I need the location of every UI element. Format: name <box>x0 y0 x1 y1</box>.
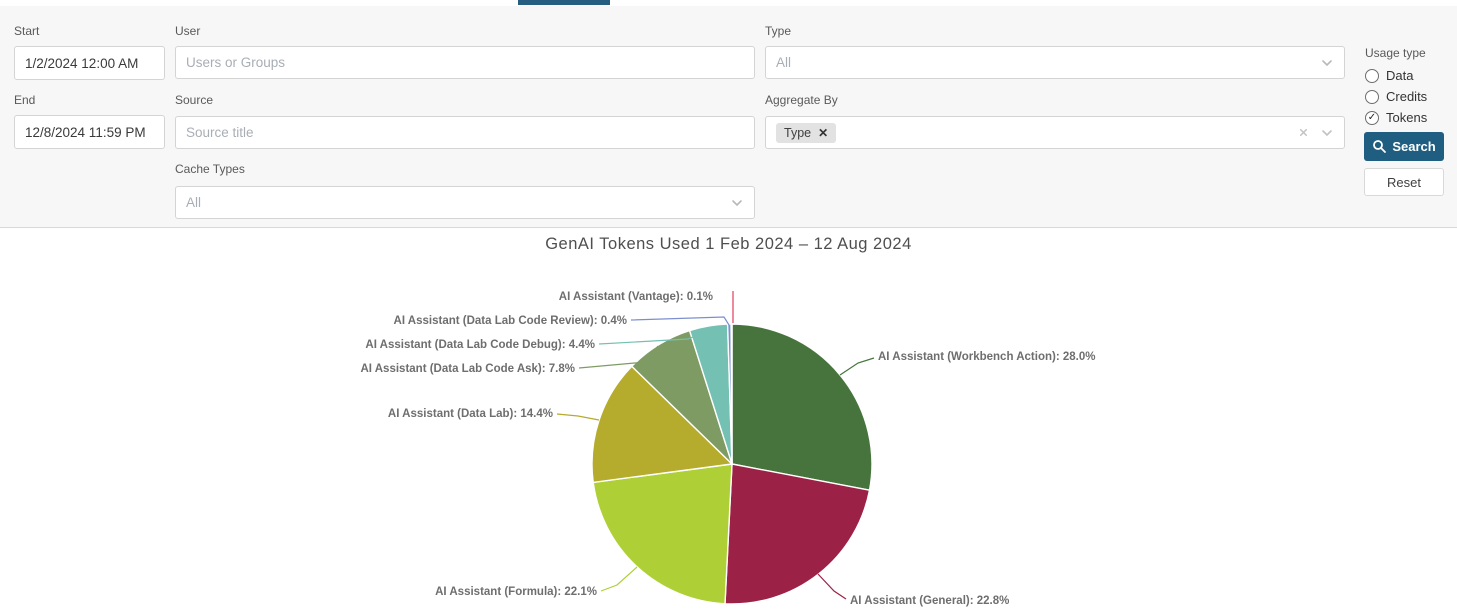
chevron-down-icon[interactable] <box>1320 56 1334 70</box>
end-date-field <box>14 115 165 149</box>
slice-label-3: AI Assistant (Data Lab): 14.4% <box>388 408 553 420</box>
leader-line-2 <box>600 566 638 592</box>
aggregate-by-label: Aggregate By <box>765 93 838 107</box>
usage-type-radio-group: Data Credits ✓ Tokens <box>1365 65 1427 128</box>
type-value: All <box>776 55 792 70</box>
chart-area: GenAI Tokens Used 1 Feb 2024 – 12 Aug 20… <box>0 229 1457 610</box>
cache-types-label: Cache Types <box>175 162 245 176</box>
active-tab-indicator[interactable] <box>518 0 610 5</box>
radio-label: Credits <box>1386 89 1428 104</box>
slice-label-5: AI Assistant (Data Lab Code Debug): 4.4% <box>365 339 595 351</box>
radio-checked-icon[interactable]: ✓ <box>1365 110 1379 125</box>
pie-slice-0[interactable] <box>731 323 873 492</box>
source-label: Source <box>175 93 214 107</box>
slice-label-1: AI Assistant (General): 22.8% <box>850 595 1009 607</box>
chart-title: GenAI Tokens Used 1 Feb 2024 – 12 Aug 20… <box>545 235 912 253</box>
slice-label-0: AI Assistant (Workbench Action): 28.0% <box>878 351 1095 363</box>
reset-button-label: Reset <box>1387 174 1421 190</box>
source-field <box>175 116 755 149</box>
search-icon <box>1373 140 1387 153</box>
source-input[interactable] <box>186 125 744 140</box>
user-field <box>175 46 755 79</box>
end-date-input[interactable] <box>25 124 154 140</box>
type-label: Type <box>765 24 792 38</box>
start-date-field <box>14 46 165 80</box>
usage-type-label: Usage type <box>1365 46 1426 60</box>
user-label: User <box>175 24 201 38</box>
radio-unchecked-icon[interactable] <box>1365 89 1379 104</box>
search-button[interactable]: Search <box>1364 132 1444 161</box>
filter-panel: Start End User Source Cache Types All Ty… <box>0 6 1457 228</box>
search-button-label: Search <box>1392 139 1436 154</box>
chevron-down-icon[interactable] <box>1320 126 1334 140</box>
aggregate-by-tag: Type ✕ <box>776 122 837 143</box>
radio-label: Data <box>1386 68 1414 83</box>
radio-label: Tokens <box>1386 110 1428 125</box>
chevron-down-icon[interactable] <box>730 196 744 210</box>
pie-slice-3[interactable] <box>591 365 734 484</box>
cache-types-dropdown[interactable]: All <box>175 186 755 219</box>
slice-label-6: AI Assistant (Data Lab Code Review): 0.4… <box>394 315 627 327</box>
type-dropdown[interactable]: All <box>765 46 1345 79</box>
leader-line-0 <box>839 357 875 376</box>
end-label: End <box>14 93 36 107</box>
leader-line-4 <box>578 345 659 369</box>
pie-slice-7[interactable] <box>730 323 733 465</box>
user-input[interactable] <box>186 55 744 70</box>
slice-label-4: AI Assistant (Data Lab Code Ask): 7.8% <box>360 363 575 375</box>
slice-label-7: AI Assistant (Vantage): 0.1% <box>559 291 713 303</box>
aggregate-by-field[interactable]: Type ✕ <box>765 116 1345 149</box>
leader-line-3 <box>556 413 600 421</box>
tab-bar <box>0 0 1457 6</box>
pie-slice-2[interactable] <box>592 463 733 605</box>
leader-line-6 <box>630 316 730 326</box>
clear-icon[interactable] <box>1297 126 1310 139</box>
cache-types-value: All <box>186 195 202 210</box>
reset-button[interactable]: Reset <box>1364 168 1444 196</box>
leader-line-1 <box>817 573 847 600</box>
aggregate-by-tag-label: Type <box>784 125 812 140</box>
radio-unchecked-icon[interactable] <box>1365 68 1379 83</box>
slice-label-2: AI Assistant (Formula): 22.1% <box>435 586 597 598</box>
tag-remove-icon[interactable]: ✕ <box>818 125 829 140</box>
start-date-input[interactable] <box>25 55 154 71</box>
leader-line-5 <box>598 327 715 345</box>
radio-data[interactable]: Data <box>1365 65 1427 86</box>
start-label: Start <box>14 24 40 38</box>
radio-tokens[interactable]: ✓ Tokens <box>1365 107 1427 128</box>
radio-credits[interactable]: Credits <box>1365 86 1427 107</box>
pie-chart: AI Assistant (Workbench Action): 28.0% AI… <box>360 291 1095 607</box>
